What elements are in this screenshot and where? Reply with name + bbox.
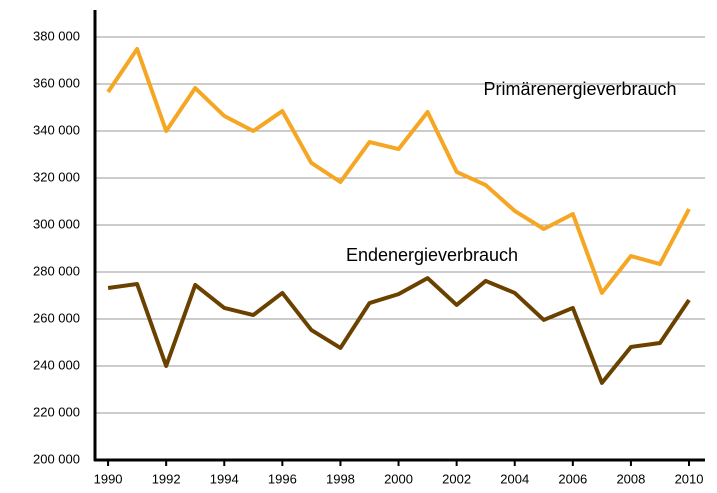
y-tick-label: 280 000 <box>33 263 80 278</box>
y-tick-label: 340 000 <box>33 122 80 137</box>
series-line <box>106 47 691 295</box>
x-tick-label: 1992 <box>152 471 181 486</box>
x-tick-label: 1998 <box>326 471 355 486</box>
y-tick-label: 320 000 <box>33 169 80 184</box>
y-tick-label: 220 000 <box>33 404 80 419</box>
series-label: Primärenergieverbrauch <box>483 79 676 99</box>
y-tick-label: 200 000 <box>33 451 80 466</box>
x-tick-label: 2006 <box>558 471 587 486</box>
x-tick-label: 1990 <box>94 471 123 486</box>
x-tick-label: 1994 <box>210 471 239 486</box>
y-tick-label: 360 000 <box>33 75 80 90</box>
y-tick-label: 300 000 <box>33 216 80 231</box>
series-line <box>107 276 691 385</box>
x-tick-label: 2010 <box>675 471 704 486</box>
x-tick-label: 2000 <box>384 471 413 486</box>
y-tick-label: 240 000 <box>33 357 80 372</box>
x-tick-label: 2002 <box>442 471 471 486</box>
x-tick-label: 2004 <box>500 471 529 486</box>
y-tick-label: 260 000 <box>33 310 80 325</box>
y-tick-label: 380 000 <box>33 28 80 43</box>
x-tick-label: 1996 <box>268 471 297 486</box>
x-tick-label: 2008 <box>616 471 645 486</box>
series-label: Endenergieverbrauch <box>346 245 518 265</box>
